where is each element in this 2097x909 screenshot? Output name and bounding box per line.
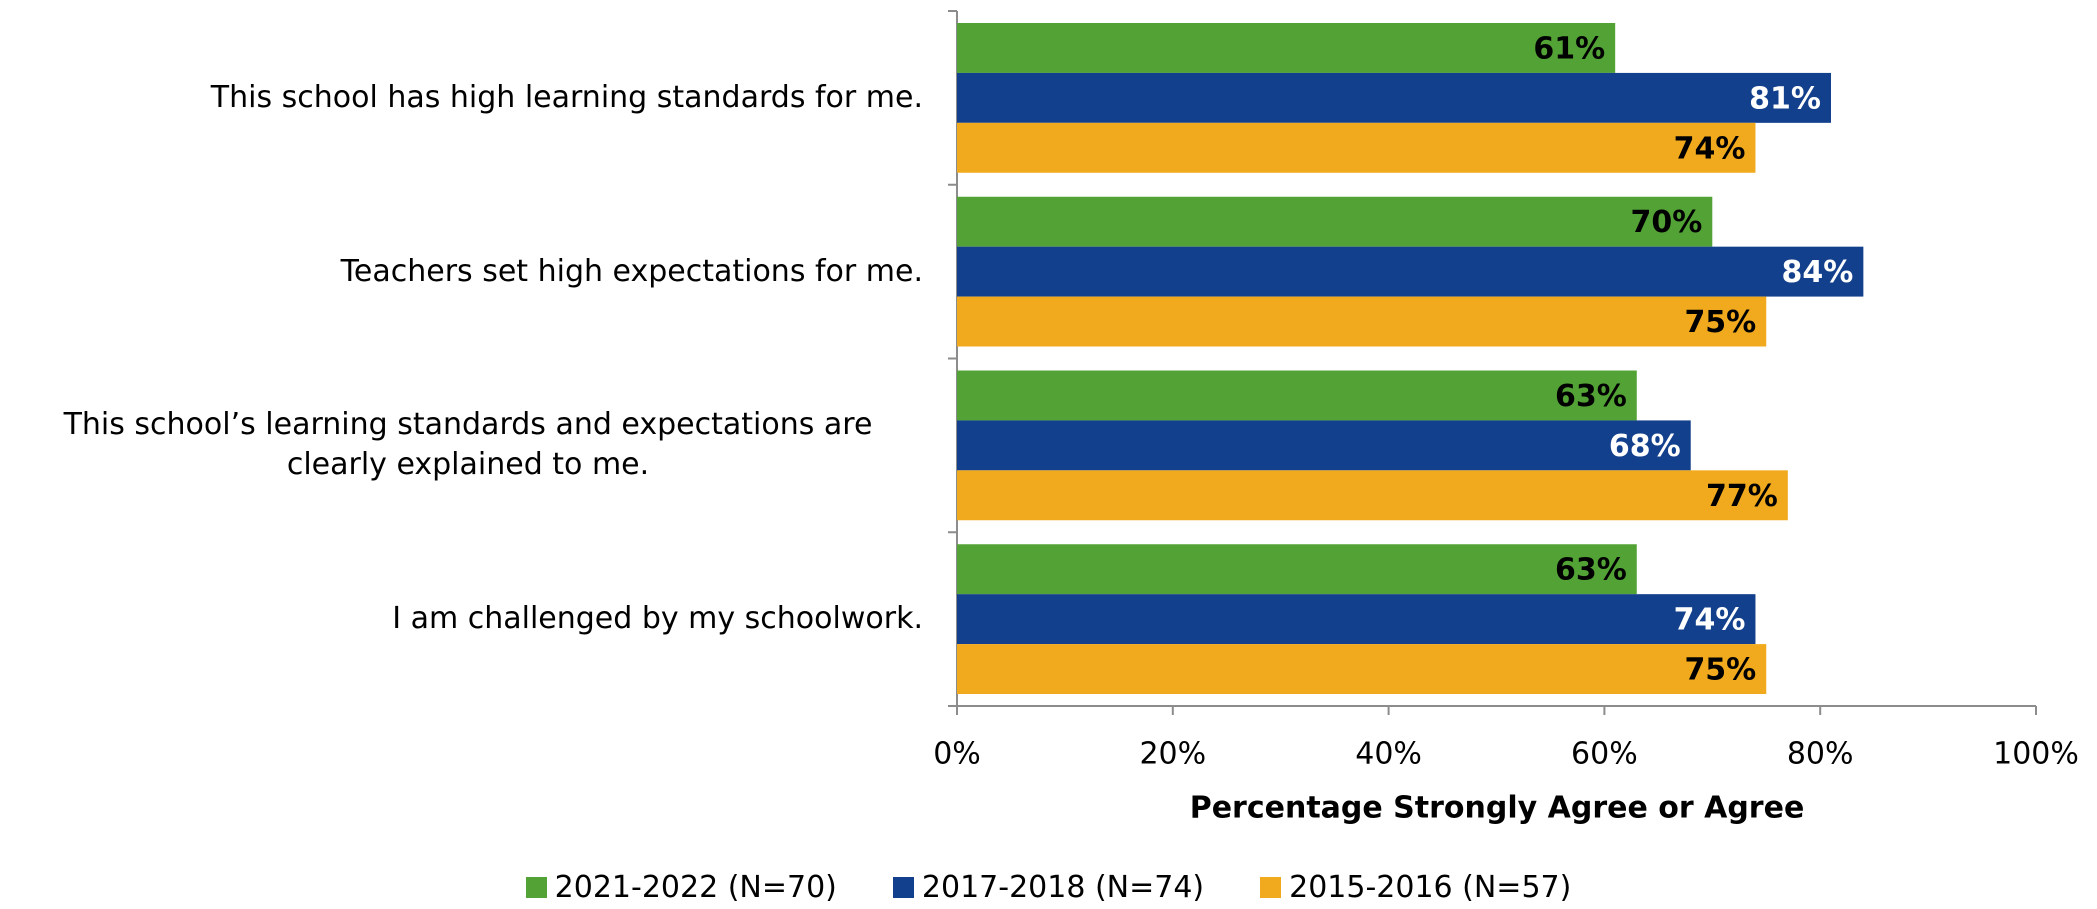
bar	[957, 72, 1831, 123]
legend-item: 2021-2022 (N=70)	[525, 870, 837, 905]
bar	[957, 370, 1637, 421]
x-tick-label: 0%	[933, 737, 981, 772]
bar	[957, 246, 1864, 297]
x-axis-title: Percentage Strongly Agree or Agree	[1190, 791, 1805, 826]
data-label: 74%	[1674, 131, 1746, 166]
legend-label: 2015-2016 (N=57)	[1289, 870, 1572, 905]
category-label-box: I am challenged by my schoolwork.	[13, 599, 923, 639]
legend-item: 2015-2016 (N=57)	[1260, 870, 1571, 905]
category-label-box: Teachers set high expectations for me.	[13, 252, 923, 292]
legend-item: 2017-2018 (N=74)	[892, 870, 1205, 905]
bar	[957, 420, 1691, 471]
bar	[957, 196, 1713, 247]
data-label: 81%	[1749, 81, 1821, 116]
data-label: 68%	[1609, 429, 1681, 464]
data-label: 84%	[1782, 255, 1854, 290]
data-label: 75%	[1684, 653, 1756, 688]
x-tick-label: 60%	[1571, 737, 1638, 772]
bar	[957, 644, 1767, 694]
data-label: 70%	[1630, 205, 1702, 240]
data-label: 63%	[1555, 553, 1627, 588]
bar	[957, 594, 1756, 645]
y-tick-label: Teachers set high expectations for me.	[340, 253, 923, 289]
legend-swatch	[892, 877, 914, 898]
x-tick-label: 40%	[1355, 737, 1422, 772]
legend: 2021-2022 (N=70) 2017-2018 (N=74) 2015-201…	[0, 870, 2097, 905]
data-label: 75%	[1684, 305, 1756, 340]
data-label: 63%	[1555, 379, 1627, 414]
x-tick-label: 100%	[1993, 737, 2079, 772]
category-label-box: This school’s learning standards and exp…	[13, 405, 923, 485]
y-tick-label: I am challenged by my schoolwork.	[392, 601, 923, 637]
legend-label: 2021-2022 (N=70)	[554, 870, 837, 905]
y-tick-label: This school has high learning standards …	[210, 79, 923, 115]
x-tick-label: 80%	[1787, 737, 1854, 772]
category-label-box: This school has high learning standards …	[13, 78, 923, 118]
bar	[957, 470, 1788, 521]
bar	[957, 122, 1756, 173]
bar	[957, 23, 1616, 73]
bar	[957, 544, 1637, 595]
data-label: 74%	[1674, 603, 1746, 638]
bar	[957, 296, 1767, 347]
y-tick-label: This school’s learning standards and exp…	[63, 407, 873, 483]
legend-swatch	[1260, 877, 1282, 898]
legend-label: 2017-2018 (N=74)	[921, 870, 1205, 905]
data-label: 77%	[1706, 479, 1778, 514]
data-label: 61%	[1533, 31, 1605, 66]
x-tick-label: 20%	[1139, 737, 1206, 772]
legend-swatch	[525, 877, 547, 898]
